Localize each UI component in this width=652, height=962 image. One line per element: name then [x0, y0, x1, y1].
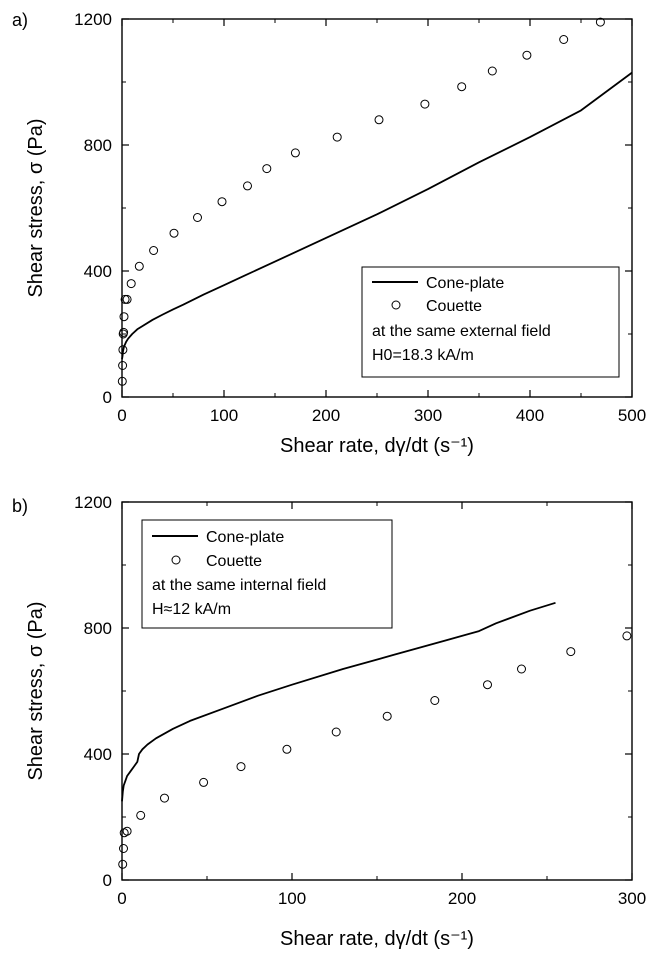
panel-a-couette-series [117, 17, 605, 386]
panel-b-couette-series [118, 631, 632, 869]
a-x-tick-label: 500 [618, 406, 646, 425]
a-couette-point [374, 115, 384, 125]
b-couette-point [483, 680, 492, 690]
panel-a-cone-plate-series [121, 71, 633, 360]
panel-a-legend-box [361, 266, 620, 378]
b-y-tick-label: 800 [84, 619, 112, 638]
b-couette-point [382, 711, 392, 721]
panel-a-legend: Cone-plate Couette at the same external … [361, 266, 620, 378]
b-couette-point [566, 647, 576, 657]
a-couette-point [149, 246, 159, 255]
panel-b-ticks: 0 100 200 300 0 400 800 1200 [74, 493, 646, 908]
a-x-tick-label: 0 [117, 406, 126, 425]
b-couette-point [331, 727, 341, 737]
panel-b-legend-box [141, 519, 393, 629]
a-couette-point [117, 376, 127, 386]
a-couette-point [169, 228, 179, 238]
a-couette-point [193, 213, 202, 222]
b-couette-point [122, 826, 132, 836]
panel-b: b) 0 100 200 300 0 400 800 1200 Shear rate, dγ/… [12, 493, 646, 950]
a-couette-point [522, 50, 532, 60]
panel-b-y-axis-label: Shear stress, σ (Pa) [25, 601, 47, 780]
panel-a-legend-circle-swatch [391, 300, 401, 310]
panel-b-label: b) [12, 496, 28, 516]
a-x-tick-label: 200 [312, 406, 340, 425]
a-couette-point [243, 181, 252, 191]
a-x-tick-label: 100 [210, 406, 238, 425]
panel-b-legend-cone-plate: Cone-plate [206, 529, 284, 546]
panel-a-y-axis-label: Shear stress, σ (Pa) [25, 118, 47, 297]
panel-a-legend-note-1: at the same external field [372, 323, 551, 340]
panel-a-label: a) [12, 10, 28, 30]
b-y-tick-label: 400 [84, 745, 112, 764]
a-y-tick-label: 400 [84, 262, 112, 281]
a-couette-point [332, 132, 342, 142]
b-cone-plate-line [121, 601, 556, 802]
a-couette-point [420, 99, 430, 109]
a-y-tick-label: 1200 [74, 10, 112, 29]
a-couette-point [290, 148, 300, 158]
a-couette-point [119, 312, 129, 322]
b-y-tick-label: 0 [103, 871, 112, 890]
a-couette-point [262, 164, 272, 174]
a-couette-point [487, 66, 497, 76]
b-couette-point [199, 777, 209, 787]
a-couette-point [595, 17, 605, 27]
b-couette-point [622, 631, 632, 641]
panel-b-legend-couette: Couette [206, 553, 262, 570]
a-y-tick-label: 0 [103, 388, 112, 407]
panel-b-cone-plate-series [121, 601, 556, 802]
a-y-tick-label: 800 [84, 136, 112, 155]
a-couette-point [126, 279, 136, 289]
panel-a-legend-cone-plate: Cone-plate [426, 275, 504, 292]
a-couette-point [559, 35, 569, 44]
b-couette-point [282, 744, 292, 754]
b-x-tick-label: 0 [117, 889, 126, 908]
panel-b-x-axis-label: Shear rate, dγ/dt (s⁻¹) [280, 928, 474, 950]
panel-a-x-axis-label: Shear rate, dγ/dt (s⁻¹) [280, 435, 474, 457]
panel-b-legend-circle-swatch [171, 555, 181, 565]
b-couette-point [160, 793, 169, 803]
b-couette-point [236, 762, 246, 772]
panel-b-legend-note-2: H≈12 kA/m [152, 601, 231, 618]
b-couette-point [517, 664, 526, 674]
a-cone-plate-line [121, 71, 633, 360]
panel-b-legend: Cone-plate Couette at the same internal … [141, 519, 393, 629]
b-x-tick-label: 200 [448, 889, 476, 908]
a-couette-point [134, 261, 144, 271]
a-couette-point [457, 82, 467, 92]
b-couette-point [119, 844, 128, 853]
a-couette-point [119, 327, 129, 337]
panel-a-legend-couette: Couette [426, 298, 482, 315]
panel-a-ticks: 0 100 200 300 400 500 0 400 800 1200 [74, 10, 646, 425]
panel-b-legend-note-1: at the same internal field [152, 577, 326, 594]
a-couette-point [118, 345, 128, 355]
a-x-tick-label: 300 [414, 406, 442, 425]
panel-a: a) 0 100 200 300 400 500 0 400 800 1200 Shear rat… [12, 10, 646, 457]
b-couette-point [118, 859, 128, 869]
b-x-tick-label: 100 [278, 889, 306, 908]
b-couette-point [430, 696, 440, 705]
a-x-tick-label: 400 [516, 406, 544, 425]
panel-a-legend-note-2: H0=18.3 kA/m [372, 347, 474, 364]
b-x-tick-label: 300 [618, 889, 646, 908]
a-couette-point [118, 361, 128, 370]
b-y-tick-label: 1200 [74, 493, 112, 512]
a-couette-point [122, 294, 132, 304]
b-couette-point [136, 810, 146, 820]
a-couette-point [217, 197, 227, 207]
